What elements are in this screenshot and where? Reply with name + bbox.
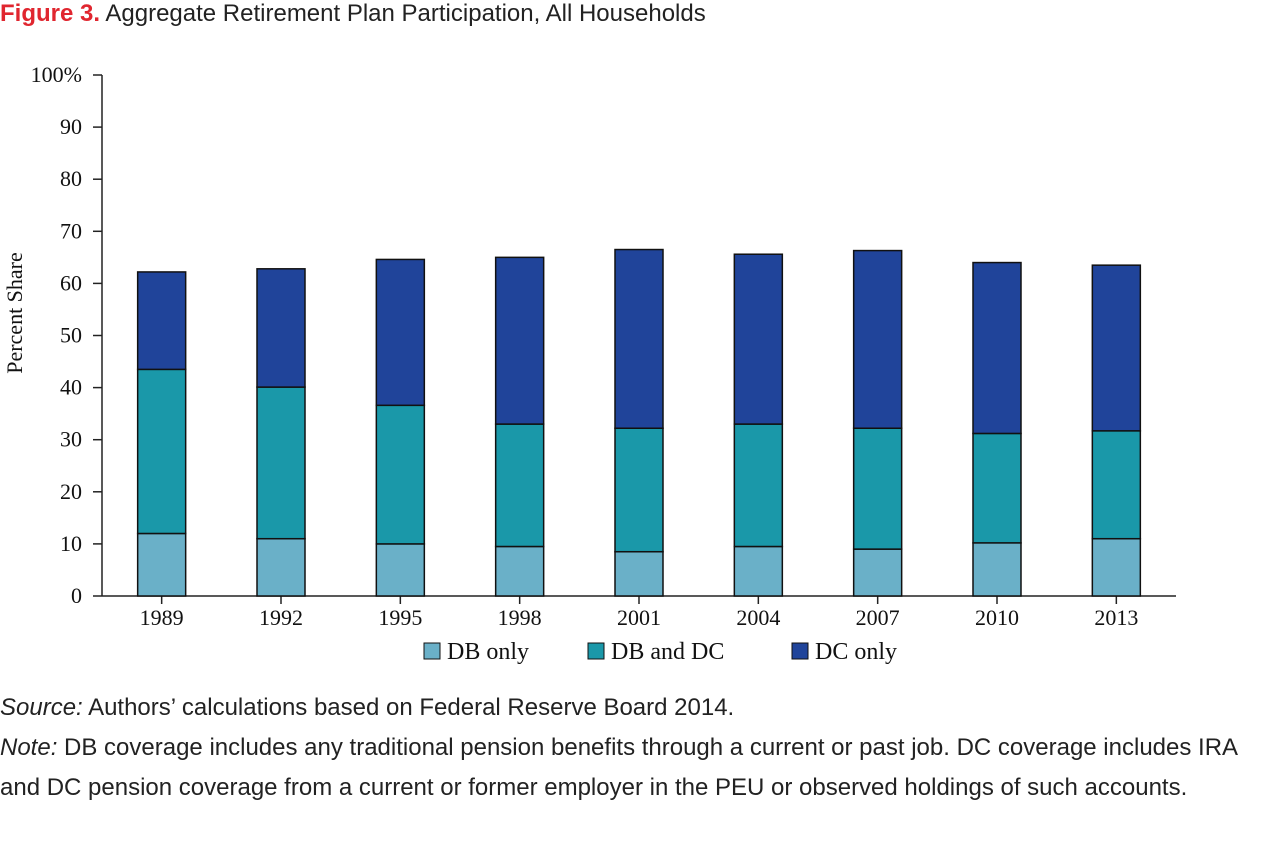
legend-item: DB and DC xyxy=(587,639,724,665)
bar-segment-db-only-1998 xyxy=(494,545,545,597)
x-tick-label: 2010 xyxy=(975,605,1019,630)
legend-label: DB only xyxy=(447,639,529,665)
y-axis-label: Percent Share xyxy=(2,252,27,374)
legend-label: DB and DC xyxy=(611,639,724,665)
bar-segment-db-only-1989 xyxy=(136,532,187,597)
bar-segment-db-and-dc-2010 xyxy=(972,432,1022,544)
x-axis: 1989 1992 1995 1998 2001 2004 2007 2010 2013 xyxy=(102,595,1176,630)
bar-segment-db-and-dc-1998 xyxy=(494,423,545,548)
legend-item: DB only xyxy=(423,639,529,665)
legend-item: DC only xyxy=(791,639,897,665)
bar-segment-db-only-2007 xyxy=(852,548,903,597)
x-tick-label: 1995 xyxy=(378,605,422,630)
y-tick-label: 50 xyxy=(60,323,82,348)
x-tick-label: 1998 xyxy=(498,605,542,630)
bar-segment-db-and-dc-2001 xyxy=(614,427,664,553)
figure-notes: Source: Authors’ calculations based on F… xyxy=(0,688,1280,808)
note-text: DB coverage includes any traditional pen… xyxy=(0,734,1237,801)
bar-segment-dc-only-2007 xyxy=(852,249,903,429)
legend-label: DC only xyxy=(815,639,897,665)
source-line: Source: Authors’ calculations based on F… xyxy=(0,688,1280,728)
bar-segment-db-only-1995 xyxy=(375,543,426,597)
y-tick-label: 30 xyxy=(60,427,82,452)
x-tick-label: 1989 xyxy=(140,605,184,630)
legend-swatch xyxy=(791,642,809,660)
bar-segment-dc-only-1989 xyxy=(136,271,187,371)
bar-segment-db-and-dc-2004 xyxy=(733,423,784,548)
bar-segment-db-only-2001 xyxy=(614,550,664,597)
figure-title: Figure 3. Aggregate Retirement Plan Part… xyxy=(0,0,706,28)
y-tick-label: 20 xyxy=(60,479,82,504)
y-tick-label: 40 xyxy=(60,375,82,400)
legend: DB only DB and DC DC only xyxy=(423,639,897,665)
y-tick-label: 0 xyxy=(71,583,82,608)
bar-segment-db-and-dc-1992 xyxy=(256,386,306,540)
x-tick-label: 2007 xyxy=(856,605,900,630)
bars xyxy=(136,248,1142,597)
bar-segment-db-and-dc-1989 xyxy=(136,368,187,535)
figure-title-text: Aggregate Retirement Plan Participation,… xyxy=(105,0,706,27)
bar-segment-db-only-1992 xyxy=(256,537,306,597)
y-tick-label: 90 xyxy=(60,114,82,139)
source-label: Source: xyxy=(0,694,83,721)
bar-segment-dc-only-2004 xyxy=(733,253,784,425)
x-tick-label: 1992 xyxy=(259,605,303,630)
legend-swatch xyxy=(423,642,441,660)
bar-segment-db-and-dc-2007 xyxy=(852,427,903,550)
bar-segment-db-only-2010 xyxy=(972,542,1022,597)
y-axis: 0 10 20 30 40 50 60 70 80 90 100% xyxy=(31,62,103,608)
y-tick-label: 80 xyxy=(60,166,82,191)
x-tick-label: 2004 xyxy=(736,605,780,630)
y-tick-label: 100% xyxy=(31,62,82,87)
bar-segment-db-only-2004 xyxy=(733,545,784,597)
bar-segment-dc-only-1992 xyxy=(256,268,306,388)
y-tick-label: 70 xyxy=(60,218,82,243)
bar-segment-dc-only-2001 xyxy=(614,248,664,429)
bar-segment-dc-only-2010 xyxy=(972,261,1022,435)
y-tick-label: 10 xyxy=(60,531,82,556)
legend-swatch xyxy=(587,642,605,660)
note-label: Note: xyxy=(0,734,58,761)
note-line: Note: DB coverage includes any tradition… xyxy=(0,728,1280,808)
stacked-bar-chart: 0 10 20 30 40 50 60 70 80 90 100% 1989 1992 1995 1998… xyxy=(2,62,1176,665)
x-tick-label: 2013 xyxy=(1094,605,1138,630)
bar-segment-dc-only-2013 xyxy=(1091,264,1142,432)
y-tick-label: 60 xyxy=(60,270,82,295)
source-text: Authors’ calculations based on Federal R… xyxy=(82,694,735,721)
bar-segment-dc-only-1998 xyxy=(494,256,545,425)
bar-segment-db-and-dc-1995 xyxy=(375,404,426,545)
x-tick-label: 2001 xyxy=(617,605,661,630)
bar-segment-db-and-dc-2013 xyxy=(1091,430,1142,540)
figure-label: Figure 3. xyxy=(0,0,101,27)
bar-segment-dc-only-1995 xyxy=(375,258,426,407)
bar-segment-db-only-2013 xyxy=(1091,537,1142,597)
